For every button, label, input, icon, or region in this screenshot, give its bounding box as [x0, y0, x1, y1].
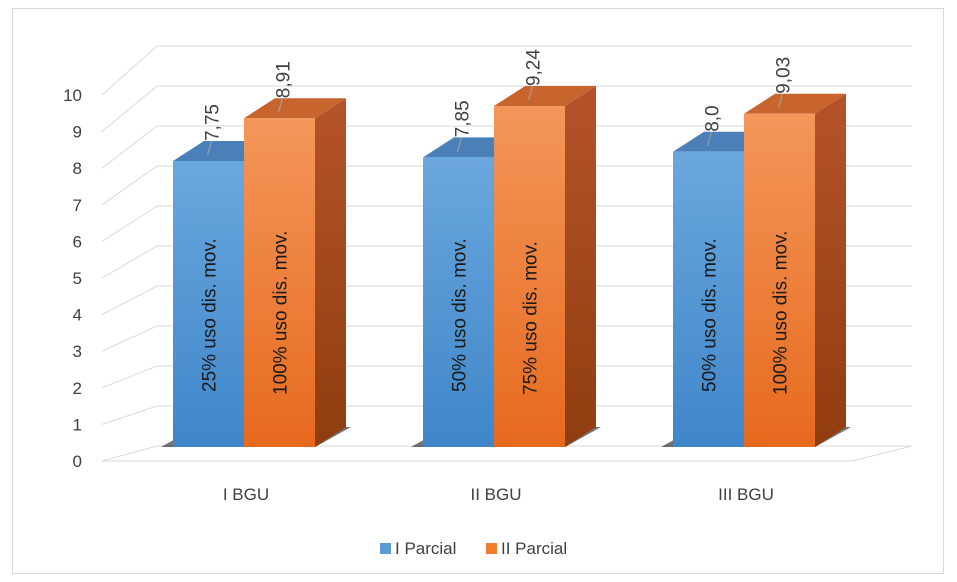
gridline-side — [101, 165, 158, 206]
bar-inner-label: 100% uso dis. mov. — [771, 231, 792, 395]
legend-swatch — [486, 543, 497, 554]
y-tick-label: 7 — [73, 196, 82, 215]
bar — [423, 157, 494, 447]
bar-inner-label: 75% uso dis. mov. — [521, 241, 542, 395]
gridline-side — [101, 205, 158, 242]
floor-edge-right — [851, 445, 913, 462]
gridline-side — [101, 325, 158, 352]
gridline-side — [101, 245, 158, 279]
gridline-side — [101, 405, 158, 425]
data-label: 9,03 — [774, 57, 795, 94]
legend-label: I Parcial — [395, 539, 456, 558]
bar-top — [494, 86, 596, 107]
legend-swatch — [380, 543, 391, 554]
leader-line — [528, 85, 533, 101]
y-tick-label: 10 — [63, 86, 82, 105]
bars — [173, 86, 846, 448]
bar — [244, 118, 315, 447]
data-label: 7,85 — [453, 100, 474, 137]
y-tick-label: 5 — [73, 269, 82, 288]
bar-inner-label: 50% uso dis. mov. — [450, 238, 471, 392]
y-tick-label: 0 — [73, 452, 82, 471]
y-tick-label: 2 — [73, 379, 82, 398]
bar — [744, 113, 815, 447]
data-label: 9,24 — [524, 49, 545, 86]
data-label: 7,75 — [203, 104, 224, 141]
bar-top — [744, 93, 846, 114]
y-axis-ticks: 0 1 2 3 4 5 6 7 8 9 10 — [63, 86, 82, 471]
leader-line — [707, 131, 712, 146]
gridline-side — [101, 45, 158, 96]
bar — [173, 161, 244, 447]
category-label: I BGU — [223, 485, 269, 504]
y-tick-label: 8 — [73, 159, 82, 178]
y-tick-label: 6 — [73, 232, 82, 251]
data-labels: 25% uso dis. mov. 7,75 100% uso dis. mov. 8… — [200, 49, 795, 395]
y-tick-label: 1 — [73, 415, 82, 434]
bar — [494, 106, 565, 447]
x-axis-categories: I BGU II BGU III BGU — [223, 485, 774, 504]
gridline-side — [101, 125, 158, 169]
bar-side — [315, 98, 346, 447]
gridline-side — [101, 285, 158, 316]
y-tick-label: 9 — [73, 123, 82, 142]
bar-inner-label: 100% uso dis. mov. — [271, 231, 292, 395]
bar-side — [815, 93, 846, 447]
leader-line — [278, 98, 283, 113]
bar-side — [565, 86, 596, 447]
leader-line — [457, 137, 462, 152]
data-label: 8,91 — [274, 61, 295, 98]
leader-line — [207, 140, 212, 156]
legend-label: II Parcial — [501, 539, 567, 558]
legend: I Parcial II Parcial — [380, 539, 567, 558]
category-label: II BGU — [470, 485, 521, 504]
gridline-side — [101, 365, 158, 389]
bar-inner-label: 50% uso dis. mov. — [700, 238, 721, 392]
y-tick-label: 3 — [73, 342, 82, 361]
category-label: III BGU — [718, 485, 774, 504]
bar-inner-label: 25% uso dis. mov. — [200, 238, 221, 392]
data-label: 8,0 — [703, 105, 724, 131]
gridline-side — [101, 445, 158, 462]
y-tick-label: 4 — [73, 306, 82, 325]
bar — [673, 151, 744, 448]
leader-line — [778, 93, 783, 108]
gridline-side — [101, 85, 158, 132]
bar-top — [244, 98, 346, 119]
